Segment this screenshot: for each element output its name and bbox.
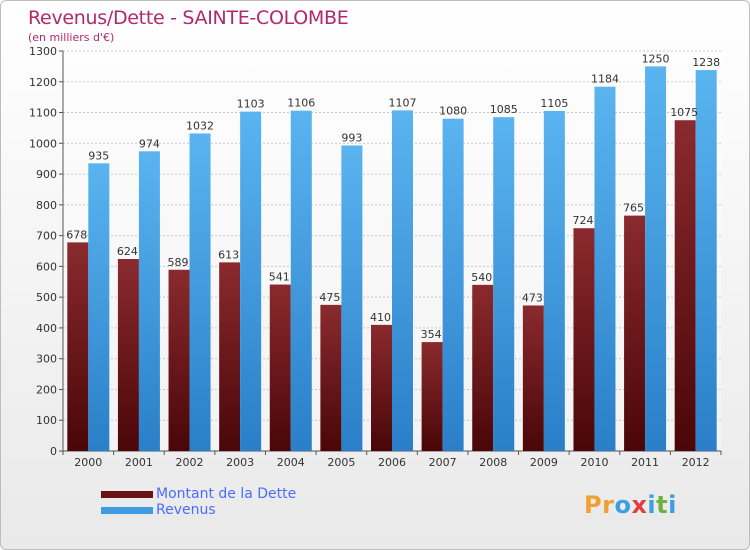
x-tick-label: 2004 [277,456,305,469]
x-tick-label: 2008 [479,456,507,469]
value-label-revenue: 1105 [540,97,568,110]
value-label-debt: 540 [471,271,492,284]
logo-letter: o [614,491,632,519]
chart-subtitle: (en milliers d'€) [28,31,115,44]
y-tick-label: 0 [50,445,57,458]
value-label-debt: 410 [370,311,391,324]
value-label-revenue: 1106 [287,97,315,110]
value-label-debt: 541 [269,271,290,284]
value-label-revenue: 993 [341,131,362,144]
legend-swatch-revenue [101,507,153,514]
logo-letter: t [656,491,669,519]
bar-debt [269,284,291,451]
bar-debt [371,324,392,451]
bar-revenue [189,133,211,451]
x-tick-label: 2010 [580,456,608,469]
bar-revenue [695,70,717,452]
x-tick-label: 2009 [530,456,558,469]
proxiti-logo: Proxiti [584,491,677,519]
x-tick-label: 2012 [682,456,710,469]
value-label-debt: 354 [421,328,442,341]
x-tick-label: 2005 [327,456,355,469]
value-label-debt: 724 [572,214,593,227]
x-tick-label: 2002 [176,456,204,469]
x-tick-label: 2006 [378,456,406,469]
legend-label-revenue: Revenus [156,502,216,518]
y-tick-label: 800 [36,199,57,212]
value-labels: 678 935 624 974 589 1032 613 1103 541 1106 475 993 4… [66,52,720,341]
bar-revenue [138,151,160,452]
bar-revenue [240,111,262,451]
bar-revenue [88,163,110,452]
chart-title: Revenus/Dette - SAINTE-COLOMBE [28,7,349,29]
bar-debt [674,120,696,451]
bar-revenue [290,110,312,451]
value-label-debt: 1075 [670,106,698,119]
y-tick-label: 1100 [29,107,57,120]
value-label-debt: 589 [168,256,189,269]
y-tick-label: 1200 [29,76,57,89]
axes: 0 100 200 300 400 500 600 700 800 900 1000 1100 1200… [29,45,722,469]
legend-swatch-debt [101,491,153,498]
x-tick-label: 2011 [631,456,659,469]
bar-revenue [341,145,363,451]
value-label-debt: 765 [623,202,644,215]
legend-label-debt: Montant de la Dette [156,486,297,502]
value-label-debt: 678 [66,228,87,241]
bar-debt [573,228,595,451]
value-label-revenue: 1080 [439,105,467,118]
y-tick-label: 100 [36,414,57,427]
value-label-revenue: 1107 [389,96,417,109]
bar-debt [472,284,494,451]
x-tick-label: 2001 [125,456,153,469]
value-label-debt: 624 [117,245,138,258]
value-label-revenue: 1250 [642,52,670,65]
value-label-revenue: 974 [139,137,160,150]
bar-debt [522,305,544,451]
value-label-debt: 475 [319,291,340,304]
logo-letter: i [647,491,657,519]
bar-revenue [493,117,515,452]
bars [67,66,717,452]
value-label-revenue: 1103 [237,98,265,111]
bar-debt [117,259,139,451]
bar-revenue [594,86,616,451]
logo-letter: P [584,491,603,519]
bar-revenue [392,110,413,451]
bar-revenue [645,66,667,451]
y-tick-label: 1300 [29,45,57,58]
bar-revenue [543,111,565,451]
y-tick-label: 600 [36,260,57,273]
value-label-debt: 473 [522,291,543,304]
logo-letter: i [668,491,677,519]
value-label-revenue: 1085 [490,103,518,116]
bar-debt [421,342,443,451]
bar-debt [168,269,190,451]
logo-letter: x [631,491,648,519]
y-tick-label: 1000 [29,137,57,150]
y-tick-label: 300 [36,353,57,366]
logo-letter: r [602,491,615,519]
x-tick-label: 2003 [226,456,254,469]
bar-revenue [442,118,464,451]
x-tick-label: 2000 [74,456,102,469]
y-tick-label: 400 [36,322,57,335]
y-tick-label: 900 [36,168,57,181]
value-label-revenue: 1238 [692,56,720,69]
bar-debt [624,215,646,451]
bar-debt [67,242,89,451]
value-label-debt: 613 [218,248,239,261]
value-label-revenue: 1032 [186,119,214,132]
x-tick-label: 2007 [429,456,457,469]
y-tick-label: 500 [36,291,57,304]
value-label-revenue: 1184 [591,73,619,86]
bar-debt [320,304,342,451]
value-label-revenue: 935 [88,149,109,162]
y-tick-label: 700 [36,230,57,243]
y-tick-label: 200 [36,383,57,396]
bar-debt [219,262,241,451]
